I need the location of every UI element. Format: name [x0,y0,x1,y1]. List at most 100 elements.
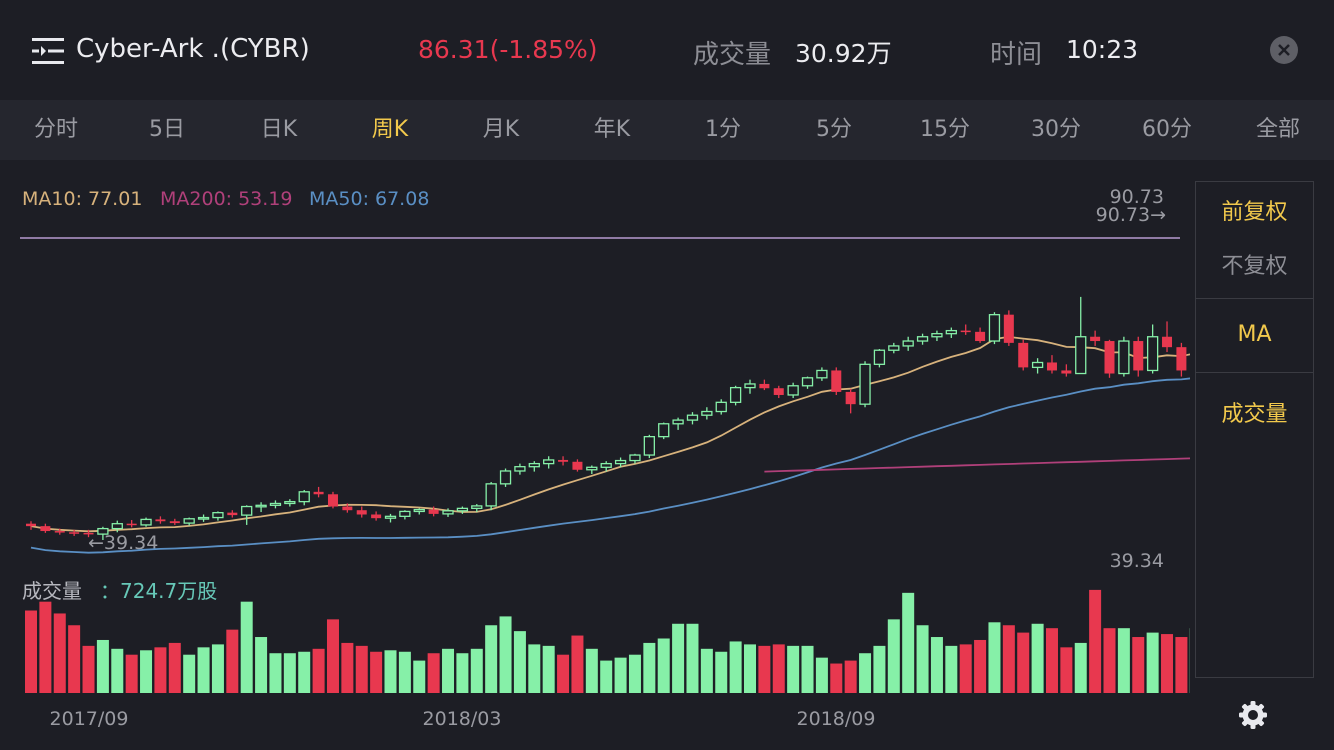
volume-bar [326,619,339,693]
candle [1018,339,1029,371]
candle [888,342,900,354]
volume-bar [1045,628,1058,693]
candle-body [1118,340,1130,375]
volume-bar [1117,628,1130,693]
tab-week-k[interactable]: 周K [371,117,409,142]
volume-bar [485,625,498,693]
ma200-legend: MA200: 53.19 [160,188,293,210]
no-adjust-option[interactable]: 不复权 [1221,254,1288,279]
candle [371,511,382,521]
tab-all[interactable]: 全部 [1255,117,1300,142]
candle-body [284,500,296,505]
tab-5min[interactable]: 5分 [816,117,852,142]
volume-bar [585,648,598,693]
top-bar: Cyber-Ark .(CYBR) 86.31(-1.85%) 成交量 30.9… [0,0,1334,100]
candle [327,491,338,509]
candle-body [831,370,842,392]
tab-year-k[interactable]: 年K [593,117,631,142]
candle [169,518,180,525]
volume-bar [168,642,181,693]
volume-bar [945,645,958,693]
candle-body [859,363,871,405]
volume-bar [39,601,52,693]
candle-body [1018,342,1029,368]
candle [859,361,871,408]
volume-bar [398,651,411,693]
ma10-line [30,335,1190,533]
candle [744,379,756,394]
candle-body [183,518,195,524]
min-price-marker: ←39.34 [88,532,158,554]
volume-bar [111,648,124,693]
candle-body [658,423,670,438]
candle-body [787,385,799,396]
volume-bar [628,654,641,693]
candle [572,459,583,472]
tab-60min[interactable]: 60分 [1142,117,1192,142]
time-value: 10:23 [1066,35,1139,64]
volume-bar [887,619,900,693]
candle [54,528,65,535]
tab-30min[interactable]: 30分 [1031,117,1081,142]
candle-body [686,414,699,421]
volume-bar [442,648,455,693]
max-price-axis-label: 90.73 [1110,186,1164,208]
candle-body [773,388,784,395]
candle [485,482,497,511]
volume-bar [1074,642,1087,693]
volume-bar [859,653,872,693]
tab-1min[interactable]: 1分 [705,117,741,142]
tab-day-k[interactable]: 日K [260,117,298,142]
candle [1162,321,1173,353]
tab-fenshi[interactable]: 分时 [33,117,78,142]
tab-month-k[interactable]: 月K [482,117,520,142]
tab-5day[interactable]: 5日 [149,117,185,142]
volume-bar [744,644,756,693]
ma-indicator-option[interactable]: MA [1237,322,1272,347]
candle [586,465,598,475]
x-tick-label: 2017/09 [50,708,129,730]
volume-bar [140,650,153,693]
ma-lines [30,335,1190,554]
volume-indicator-option[interactable]: 成交量 [1221,402,1288,427]
candle-body [816,369,828,379]
candle-body [327,494,338,507]
candle-body [384,515,397,519]
volume-bar [154,647,167,693]
kline-chart[interactable]: MA10: 77.01 MA200: 53.19 MA50: 67.08 90.… [0,160,1190,750]
volume-bar [96,639,109,693]
forward-adjust-option[interactable]: 前复权 [1221,200,1288,225]
candle-body [902,340,914,347]
candle [629,453,641,464]
candle [197,514,210,522]
candle [1003,310,1014,346]
candle [111,520,123,533]
candle [1046,355,1057,374]
volume-bar [499,616,512,693]
candle-body [729,386,742,403]
volume-bar [1031,623,1044,693]
candle-body [1104,341,1115,374]
candle-body [1176,347,1187,371]
candle [975,327,986,343]
candle-body [169,521,180,524]
candle-body [197,516,210,520]
tab-15min[interactable]: 15分 [920,117,970,142]
ma50-legend: MA50: 67.08 [309,188,429,210]
volume-bar [672,623,685,693]
close-button[interactable] [1270,36,1298,64]
candle [686,412,699,425]
menu-list-icon[interactable] [32,38,64,64]
candle [988,312,1001,345]
candle [428,506,439,517]
volume-bar [1089,589,1102,693]
candle-body [227,512,238,516]
candle-body [586,466,598,471]
candle-body [600,462,612,468]
candle [845,388,856,414]
settings-gear-icon[interactable] [1238,700,1268,730]
candle-body [572,461,583,470]
candle-body [442,510,454,515]
volume-bar [211,644,224,693]
volume-bar [341,642,354,693]
